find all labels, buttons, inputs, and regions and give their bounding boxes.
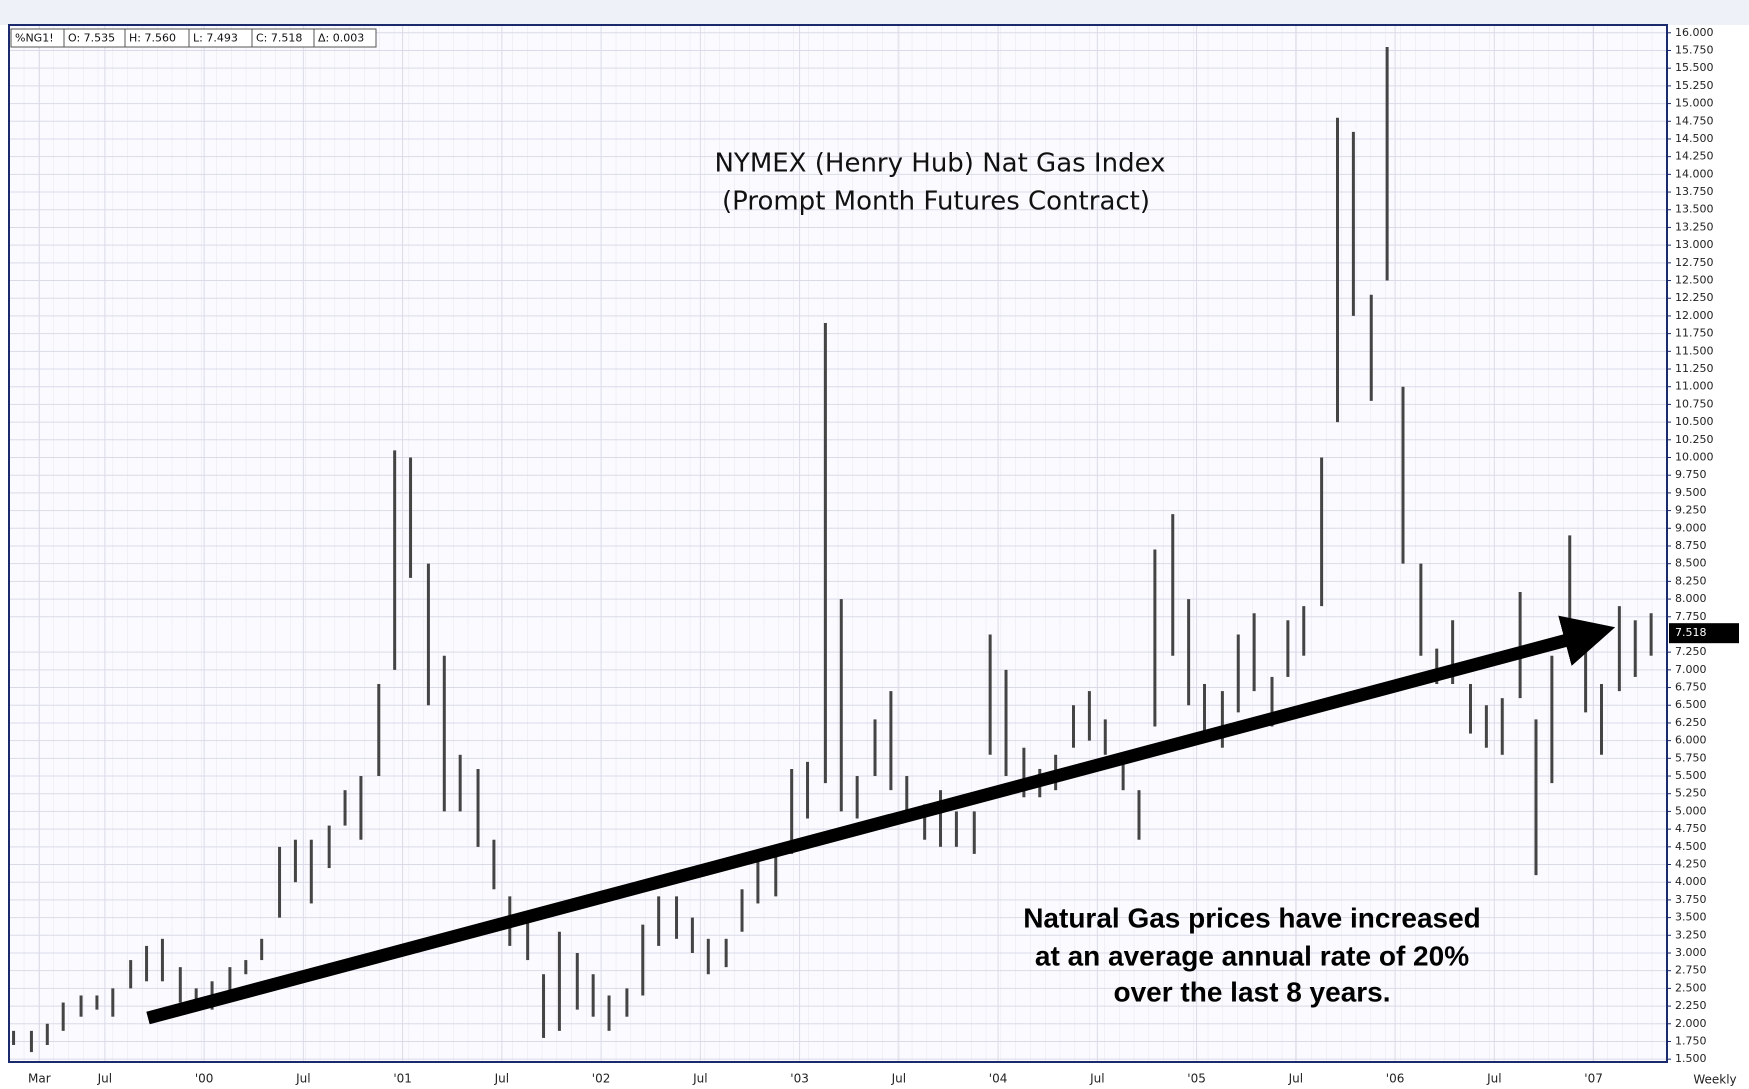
- y-tick-label: 8.000: [1675, 592, 1707, 605]
- chart-title: NYMEX (Henry Hub) Nat Gas Index: [714, 149, 1165, 179]
- y-tick-label: 4.750: [1675, 822, 1707, 835]
- y-tick-label: 1.500: [1675, 1052, 1707, 1065]
- x-tick-label: '00: [195, 1072, 214, 1086]
- x-tick-label: '05: [1187, 1072, 1206, 1086]
- y-tick-label: 2.750: [1675, 964, 1707, 977]
- y-tick-label: 10.500: [1675, 415, 1714, 428]
- x-tick-label: Jul: [1486, 1072, 1501, 1086]
- header-field: C: 7.518: [256, 32, 302, 45]
- y-tick-label: 4.000: [1675, 875, 1707, 888]
- x-tick-label: Mar: [28, 1072, 51, 1086]
- x-tick-label: Jul: [1089, 1072, 1104, 1086]
- y-tick-label: 15.250: [1675, 79, 1714, 92]
- x-tick-label: Jul: [891, 1072, 906, 1086]
- x-tick-label: '04: [989, 1072, 1008, 1086]
- top-band: [0, 0, 1749, 25]
- y-tick-label: 10.750: [1675, 397, 1714, 410]
- y-tick-label: 9.000: [1675, 521, 1707, 534]
- y-tick-label: 12.250: [1675, 291, 1714, 304]
- y-tick-label: 9.500: [1675, 486, 1707, 499]
- y-tick-label: 3.500: [1675, 911, 1707, 924]
- y-tick-label: 2.000: [1675, 1017, 1707, 1030]
- y-tick-label: 6.750: [1675, 681, 1707, 694]
- annotation: at an average annual rate of 20%: [1035, 940, 1469, 971]
- x-tick-label: Jul: [1288, 1072, 1303, 1086]
- y-tick-label: 6.000: [1675, 734, 1707, 747]
- y-tick-label: 12.500: [1675, 274, 1714, 287]
- y-tick-label: 13.500: [1675, 203, 1714, 216]
- y-tick-label: 7.000: [1675, 663, 1707, 676]
- y-tick-label: 13.250: [1675, 220, 1714, 233]
- y-tick-label: 8.250: [1675, 574, 1707, 587]
- y-tick-label: 15.500: [1675, 61, 1714, 74]
- bars: [12, 46, 1653, 1053]
- y-tick-label: 9.750: [1675, 468, 1707, 481]
- annotation: over the last 8 years.: [1113, 976, 1390, 1007]
- y-tick-label: 2.250: [1675, 999, 1707, 1012]
- header-field: %NG1!: [15, 32, 54, 45]
- header-field: Δ: 0.003: [318, 32, 364, 45]
- trend-arrow: [146, 615, 1616, 1025]
- y-tick-label: 13.000: [1675, 238, 1714, 251]
- y-tick-label: 12.000: [1675, 309, 1714, 322]
- y-tick-label: 4.250: [1675, 858, 1707, 871]
- annotation: Natural Gas prices have increased: [1023, 902, 1481, 933]
- header-cell: [313, 28, 377, 48]
- header-field: O: 7.535: [68, 32, 115, 45]
- y-tick-label: 14.500: [1675, 132, 1714, 145]
- y-tick-label: 7.250: [1675, 645, 1707, 658]
- y-tick-label: 11.500: [1675, 344, 1714, 357]
- y-tick-label: 10.000: [1675, 450, 1714, 463]
- y-tick-label: 13.750: [1675, 185, 1714, 198]
- y-tick-label: 9.250: [1675, 504, 1707, 517]
- header-field: L: 7.493: [193, 32, 238, 45]
- grid: [9, 25, 1667, 1062]
- x-tick-label: '02: [592, 1072, 611, 1086]
- y-tick-label: 1.750: [1675, 1034, 1707, 1047]
- chart-subtitle: (Prompt Month Futures Contract): [722, 187, 1150, 217]
- minor-grid: [9, 25, 1667, 1062]
- plot-frame: [8, 24, 1668, 1063]
- y-tick-label: 5.500: [1675, 769, 1707, 782]
- y-tick-label: 11.250: [1675, 362, 1714, 375]
- y-tick-label: 4.500: [1675, 840, 1707, 853]
- y-tick-label: 14.750: [1675, 114, 1714, 127]
- interval-label: Weekly: [1693, 1073, 1736, 1087]
- y-tick-label: 14.250: [1675, 150, 1714, 163]
- y-tick-label: 3.750: [1675, 893, 1707, 906]
- y-tick-label: 6.250: [1675, 716, 1707, 729]
- x-tick-label: '07: [1584, 1072, 1603, 1086]
- last-price-label: 7.518: [1675, 626, 1707, 639]
- header-field: H: 7.560: [129, 32, 176, 45]
- y-tick-label: 5.250: [1675, 787, 1707, 800]
- y-tick-label: 5.750: [1675, 751, 1707, 764]
- x-tick-label: '06: [1386, 1072, 1405, 1086]
- y-tick-label: 14.000: [1675, 167, 1714, 180]
- x-tick-label: Jul: [97, 1072, 112, 1086]
- y-tick-label: 6.500: [1675, 698, 1707, 711]
- y-tick-label: 15.750: [1675, 43, 1714, 56]
- y-tick-label: 8.750: [1675, 539, 1707, 552]
- y-tick-label: 15.000: [1675, 97, 1714, 110]
- y-tick-label: 5.000: [1675, 804, 1707, 817]
- last-price-box: [1669, 623, 1739, 644]
- y-tick-label: 12.750: [1675, 256, 1714, 269]
- y-tick-label: 11.750: [1675, 327, 1714, 340]
- x-tick-label: '03: [790, 1072, 809, 1086]
- y-tick-label: 2.500: [1675, 981, 1707, 994]
- y-tick-label: 3.000: [1675, 946, 1707, 959]
- x-tick-label: Jul: [494, 1072, 509, 1086]
- x-tick-label: Jul: [692, 1072, 707, 1086]
- x-tick-label: '01: [393, 1072, 412, 1086]
- y-tick-label: 10.250: [1675, 433, 1714, 446]
- y-tick-label: 3.250: [1675, 928, 1707, 941]
- y-tick-label: 8.500: [1675, 557, 1707, 570]
- x-tick-label: Jul: [295, 1072, 310, 1086]
- y-tick-label: 11.000: [1675, 380, 1714, 393]
- y-tick-label: 7.750: [1675, 610, 1707, 623]
- y-tick-label: 16.000: [1675, 26, 1714, 39]
